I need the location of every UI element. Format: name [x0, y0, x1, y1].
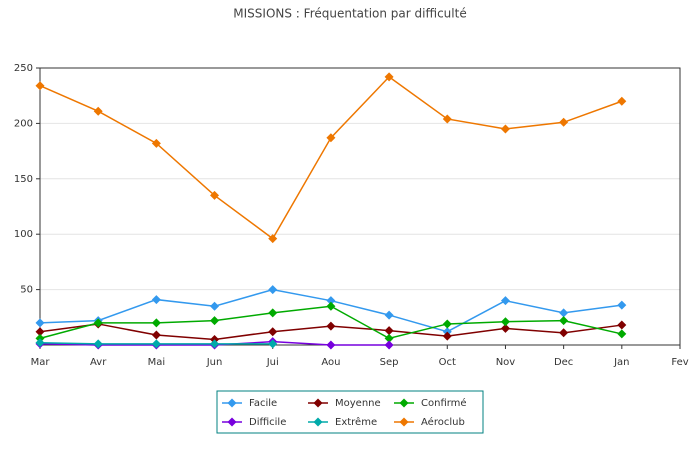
point	[384, 310, 394, 320]
point	[151, 339, 161, 349]
x-tick-label: Aou	[321, 357, 340, 368]
point	[559, 308, 569, 318]
point	[442, 114, 452, 124]
x-tick-label: Oct	[439, 357, 456, 368]
legend-box	[216, 390, 484, 434]
legend-label: Confirmé	[421, 397, 467, 409]
point	[617, 329, 627, 339]
point	[151, 138, 161, 148]
legend-label: Difficile	[249, 417, 286, 428]
point	[151, 318, 161, 328]
point	[35, 81, 45, 91]
point	[559, 328, 569, 338]
point	[93, 106, 103, 116]
point	[500, 323, 510, 333]
point	[500, 317, 510, 327]
point	[326, 321, 336, 331]
point	[384, 72, 394, 82]
point	[35, 338, 45, 348]
point	[151, 295, 161, 305]
point	[35, 327, 45, 337]
point	[442, 331, 452, 341]
point	[268, 234, 278, 244]
point	[268, 285, 278, 295]
y-tick-label: 150	[14, 174, 33, 185]
x-tick-label: Nov	[496, 357, 516, 368]
point	[326, 340, 336, 350]
point	[210, 301, 220, 311]
x-tick-label: Mai	[148, 357, 166, 368]
point	[384, 333, 394, 343]
point	[617, 300, 627, 310]
x-tick-label: Jan	[613, 357, 629, 368]
point	[151, 330, 161, 340]
x-tick-label: Jui	[266, 357, 279, 368]
legend-label: Extrême	[335, 416, 377, 428]
point	[500, 124, 510, 134]
legend-marker	[399, 398, 409, 408]
legend-label: Aéroclub	[421, 416, 465, 428]
legend-marker	[313, 398, 323, 408]
point	[35, 318, 45, 328]
point	[326, 301, 336, 311]
x-tick-label: Jun	[206, 357, 223, 368]
x-tick-label: Sep	[380, 357, 399, 368]
point	[500, 296, 510, 306]
point	[93, 339, 103, 349]
y-tick-label: 250	[14, 63, 33, 74]
point	[384, 340, 394, 350]
legend-marker	[313, 417, 323, 427]
legend-marker	[399, 417, 409, 427]
x-tick-label: Fev	[671, 357, 688, 368]
point	[268, 339, 278, 349]
point	[617, 320, 627, 330]
x-tick-label: Avr	[90, 357, 107, 368]
legend-label: Facile	[249, 398, 277, 409]
x-tick-label: Dec	[554, 357, 573, 368]
chart-title: MISSIONS : Fréquentation par difficulté	[233, 7, 466, 21]
y-tick-label: 100	[14, 229, 33, 240]
point	[326, 296, 336, 306]
point	[268, 308, 278, 318]
y-tick-label: 200	[14, 118, 33, 129]
x-tick-label: Mar	[31, 357, 51, 368]
legend-marker	[227, 398, 237, 408]
point	[210, 339, 220, 349]
point	[210, 316, 220, 326]
point	[559, 316, 569, 326]
point	[93, 318, 103, 328]
legend-marker	[227, 417, 237, 427]
legend-label: Moyenne	[335, 398, 381, 409]
point	[384, 326, 394, 336]
point	[326, 133, 336, 143]
point	[559, 117, 569, 127]
point	[617, 96, 627, 106]
y-tick-label: 50	[20, 285, 33, 296]
point	[210, 190, 220, 200]
point	[268, 327, 278, 337]
point	[442, 319, 452, 329]
